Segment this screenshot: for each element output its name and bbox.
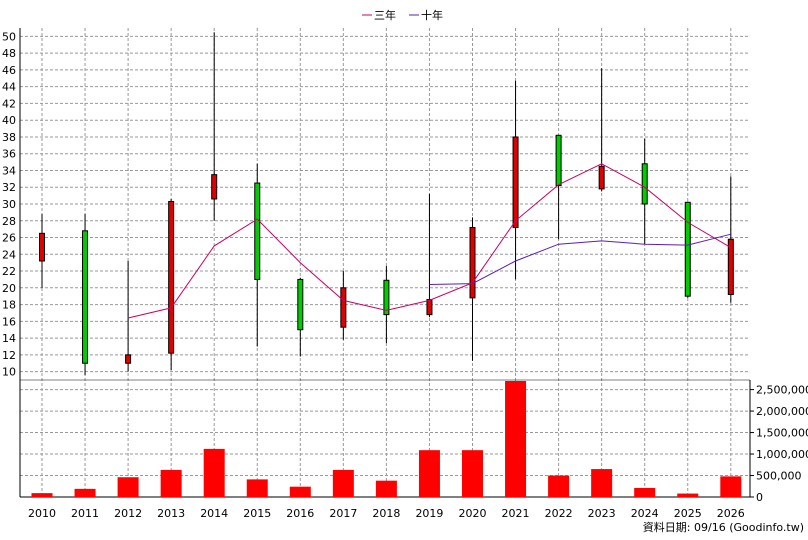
legend: 三年 十年 [362,8,443,22]
volume-bar-2016 [289,486,311,497]
series-line-10y [429,233,731,285]
volume-tick-label: 1,000,000 [756,448,808,461]
volume-bar-2026 [720,476,742,497]
x-tick-label: 2022 [545,507,573,520]
volume-bar-2018 [375,480,397,497]
candle-body-2021 [512,136,519,228]
volume-bar-2017 [332,469,354,497]
volume-bar-2011 [74,488,96,497]
volume-bar-2020 [462,450,483,497]
candle-body-2019 [426,299,433,316]
volume-bar-2022 [548,475,570,497]
x-tick-label: 2021 [502,507,530,520]
x-tick-label: 2014 [200,507,228,520]
x-tick-label: 2011 [71,507,99,520]
x-tick-label: 2020 [459,507,487,520]
candle-body-2026 [727,238,734,296]
price-tick-label: 42 [2,97,16,110]
volume-tick-label: 1,500,000 [756,427,808,440]
moving-average-lines [127,163,732,319]
candle-body-2020 [469,226,476,299]
candles [39,32,734,375]
grid [20,28,750,497]
price-tick-label: 46 [2,64,16,77]
price-tick-label: 14 [2,332,16,345]
candle-body-2012 [125,354,132,364]
price-tick-label: 36 [2,148,16,161]
candle-body-2014 [211,174,218,200]
price-tick-label: 26 [2,232,16,245]
price-tick-label: 20 [2,282,16,295]
candle-body-2022 [555,134,562,187]
x-tick-label: 2017 [329,507,357,520]
volume-bar-2012 [117,477,139,497]
candle-body-2016 [297,278,304,331]
price-tick-label: 34 [2,164,16,177]
volume-bar-2024 [634,487,656,497]
volume-bar-2013 [160,469,182,497]
candle-body-2018 [383,279,390,316]
price-tick-label: 48 [2,47,16,60]
price-tick-label: 50 [2,30,16,43]
candle-body-2010 [39,232,45,262]
footer-note: 資料日期: 09/16 (Goodinfo.tw) [643,520,804,534]
x-tick-label: 2023 [588,507,616,520]
x-tick-label: 2010 [28,507,56,520]
volume-bar-2010 [31,493,53,497]
volume-bar-2015 [246,479,268,497]
price-tick-label: 32 [2,181,16,194]
price-tick-label: 38 [2,131,16,144]
price-tick-label: 44 [2,81,16,94]
volume-bar-2023 [591,469,613,497]
volume-bars [31,381,742,497]
volume-bar-2014 [203,448,225,497]
candle-body-2017 [340,287,347,328]
legend-label-3y: 三年 [374,8,396,22]
x-tick-label: 2026 [717,507,745,520]
price-tick-label: 30 [2,198,16,211]
price-tick-label: 28 [2,215,16,228]
legend-label-10y: 十年 [421,8,443,22]
volume-bar-2019 [418,450,440,497]
x-tick-label: 2013 [157,507,185,520]
price-tick-label: 12 [2,349,16,362]
axes [19,28,754,498]
volume-tick-label: 0 [756,491,763,504]
candle-body-2023 [598,165,605,190]
x-tick-label: 2012 [114,507,142,520]
price-tick-label: 22 [2,265,16,278]
volume-tick-label: 2,000,000 [756,405,808,418]
price-tick-label: 18 [2,299,16,312]
volume-tick-label: 500,000 [756,470,802,483]
price-tick-label: 10 [2,366,16,379]
x-tick-label: 2025 [674,507,702,520]
candle-body-2025 [684,201,691,297]
price-tick-label: 40 [2,114,16,127]
price-tick-label: 24 [2,248,16,261]
candle-body-2024 [641,163,648,205]
candle-body-2013 [168,200,175,354]
volume-bar-2025 [677,493,699,497]
volume-tick-label: 2,500,000 [756,384,808,397]
axis-labels: 1012141618202224262830323436384042444648… [2,30,808,520]
volume-bar-2021 [505,381,527,497]
x-tick-label: 2018 [372,507,400,520]
x-tick-label: 2024 [631,507,659,520]
x-tick-label: 2016 [286,507,314,520]
x-tick-label: 2015 [243,507,271,520]
candle-body-2011 [82,230,89,364]
x-tick-label: 2019 [415,507,443,520]
series-line-3y [127,163,732,319]
candle-body-2015 [254,182,261,280]
price-tick-label: 16 [2,315,16,328]
